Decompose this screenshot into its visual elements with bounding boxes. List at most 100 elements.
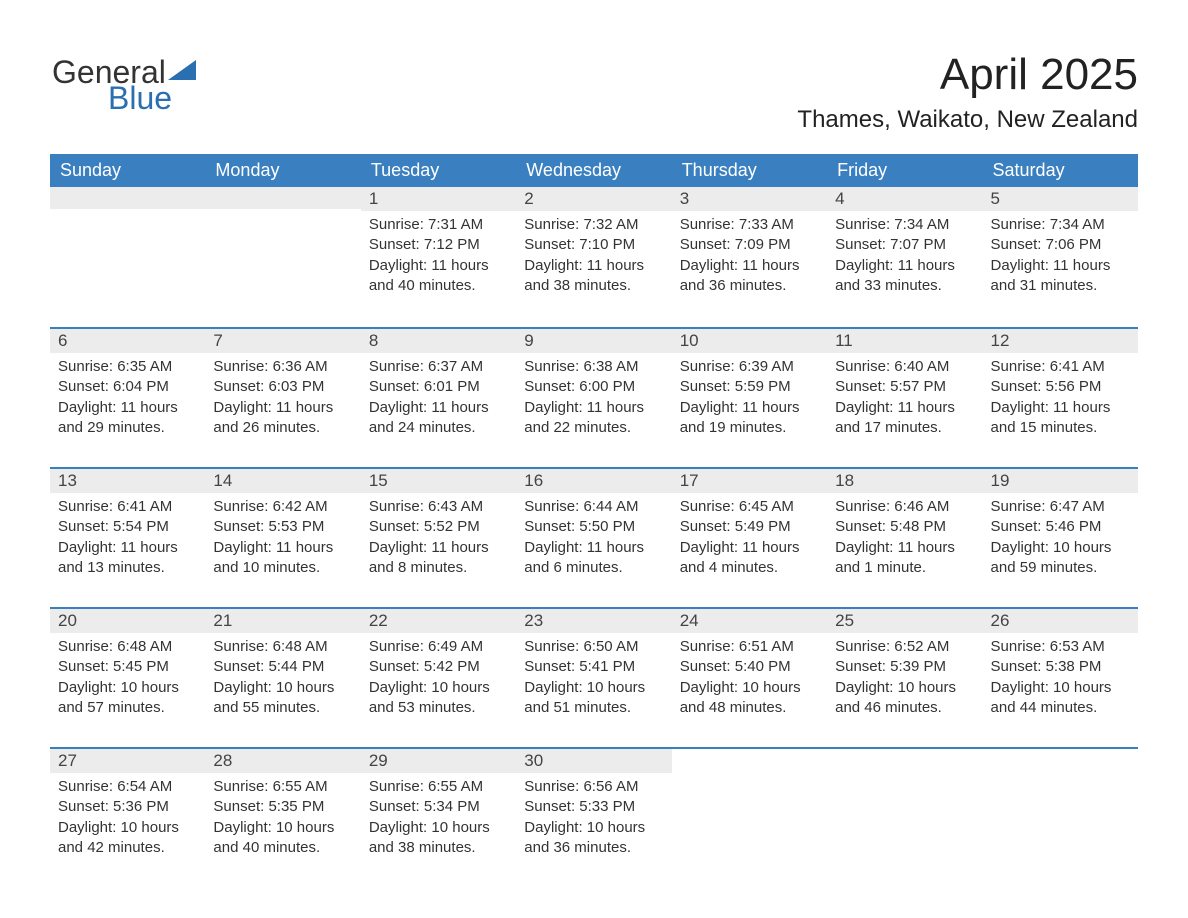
day-detail-line: Sunset: 5:48 PM bbox=[835, 517, 976, 537]
day-detail-line: Sunset: 5:59 PM bbox=[680, 377, 821, 397]
day-number: 28 bbox=[205, 749, 360, 773]
day-detail-line: Sunrise: 7:34 AM bbox=[991, 215, 1132, 235]
day-detail-line: Sunset: 7:09 PM bbox=[680, 235, 821, 255]
day-number: 12 bbox=[983, 329, 1138, 353]
day-details: Sunrise: 6:43 AMSunset: 5:52 PMDaylight:… bbox=[361, 493, 516, 588]
day-details: Sunrise: 6:46 AMSunset: 5:48 PMDaylight:… bbox=[827, 493, 982, 588]
day-details bbox=[672, 771, 827, 785]
day-details: Sunrise: 6:48 AMSunset: 5:44 PMDaylight:… bbox=[205, 633, 360, 728]
day-detail-line: Sunrise: 6:42 AM bbox=[213, 497, 354, 517]
day-cell bbox=[983, 749, 1138, 887]
day-cell: 11Sunrise: 6:40 AMSunset: 5:57 PMDayligh… bbox=[827, 329, 982, 467]
calendar-grid: SundayMondayTuesdayWednesdayThursdayFrid… bbox=[50, 154, 1138, 887]
calendar-page: General Blue April 2025 Thames, Waikato,… bbox=[0, 0, 1188, 887]
day-detail-line: Sunrise: 6:51 AM bbox=[680, 637, 821, 657]
day-detail-line: Sunset: 5:36 PM bbox=[58, 797, 199, 817]
day-cell: 15Sunrise: 6:43 AMSunset: 5:52 PMDayligh… bbox=[361, 469, 516, 607]
logo-triangle-icon bbox=[168, 60, 196, 84]
day-cell: 6Sunrise: 6:35 AMSunset: 6:04 PMDaylight… bbox=[50, 329, 205, 467]
day-detail-line: Daylight: 11 hours and 1 minute. bbox=[835, 538, 976, 579]
month-title: April 2025 bbox=[50, 50, 1138, 100]
day-detail-line: Daylight: 11 hours and 31 minutes. bbox=[991, 256, 1132, 297]
day-number: 22 bbox=[361, 609, 516, 633]
day-details: Sunrise: 6:45 AMSunset: 5:49 PMDaylight:… bbox=[672, 493, 827, 588]
day-detail-line: Daylight: 10 hours and 51 minutes. bbox=[524, 678, 665, 719]
day-detail-line: Sunrise: 6:46 AM bbox=[835, 497, 976, 517]
day-detail-line: Sunset: 7:10 PM bbox=[524, 235, 665, 255]
day-cell: 21Sunrise: 6:48 AMSunset: 5:44 PMDayligh… bbox=[205, 609, 360, 747]
day-cell: 16Sunrise: 6:44 AMSunset: 5:50 PMDayligh… bbox=[516, 469, 671, 607]
day-detail-line: Sunset: 5:44 PM bbox=[213, 657, 354, 677]
day-details: Sunrise: 6:48 AMSunset: 5:45 PMDaylight:… bbox=[50, 633, 205, 728]
week-row: 27Sunrise: 6:54 AMSunset: 5:36 PMDayligh… bbox=[50, 747, 1138, 887]
day-detail-line: Sunset: 5:49 PM bbox=[680, 517, 821, 537]
weekday-header: Saturday bbox=[983, 154, 1138, 187]
day-detail-line: Sunrise: 6:50 AM bbox=[524, 637, 665, 657]
day-detail-line: Sunset: 5:39 PM bbox=[835, 657, 976, 677]
day-detail-line: Sunrise: 6:39 AM bbox=[680, 357, 821, 377]
day-details: Sunrise: 6:39 AMSunset: 5:59 PMDaylight:… bbox=[672, 353, 827, 448]
day-details: Sunrise: 6:38 AMSunset: 6:00 PMDaylight:… bbox=[516, 353, 671, 448]
day-number bbox=[672, 749, 827, 771]
day-detail-line: Sunset: 5:56 PM bbox=[991, 377, 1132, 397]
day-detail-line: Sunrise: 6:44 AM bbox=[524, 497, 665, 517]
day-detail-line: Sunset: 5:45 PM bbox=[58, 657, 199, 677]
day-number: 13 bbox=[50, 469, 205, 493]
day-detail-line: Daylight: 11 hours and 33 minutes. bbox=[835, 256, 976, 297]
day-detail-line: Sunrise: 6:41 AM bbox=[991, 357, 1132, 377]
day-number: 9 bbox=[516, 329, 671, 353]
day-number: 2 bbox=[516, 187, 671, 211]
day-detail-line: Daylight: 10 hours and 38 minutes. bbox=[369, 818, 510, 859]
day-details: Sunrise: 6:49 AMSunset: 5:42 PMDaylight:… bbox=[361, 633, 516, 728]
day-number: 24 bbox=[672, 609, 827, 633]
day-detail-line: Sunrise: 6:37 AM bbox=[369, 357, 510, 377]
day-detail-line: Sunset: 5:35 PM bbox=[213, 797, 354, 817]
day-detail-line: Sunset: 7:06 PM bbox=[991, 235, 1132, 255]
weekday-header-row: SundayMondayTuesdayWednesdayThursdayFrid… bbox=[50, 154, 1138, 187]
day-cell: 10Sunrise: 6:39 AMSunset: 5:59 PMDayligh… bbox=[672, 329, 827, 467]
day-detail-line: Sunset: 6:00 PM bbox=[524, 377, 665, 397]
day-cell bbox=[827, 749, 982, 887]
week-row: 6Sunrise: 6:35 AMSunset: 6:04 PMDaylight… bbox=[50, 327, 1138, 467]
day-number: 11 bbox=[827, 329, 982, 353]
day-number: 3 bbox=[672, 187, 827, 211]
day-detail-line: Daylight: 11 hours and 13 minutes. bbox=[58, 538, 199, 579]
day-detail-line: Sunrise: 6:40 AM bbox=[835, 357, 976, 377]
day-detail-line: Daylight: 10 hours and 46 minutes. bbox=[835, 678, 976, 719]
weekday-header: Sunday bbox=[50, 154, 205, 187]
day-cell: 2Sunrise: 7:32 AMSunset: 7:10 PMDaylight… bbox=[516, 187, 671, 327]
day-detail-line: Sunrise: 6:43 AM bbox=[369, 497, 510, 517]
day-detail-line: Sunrise: 6:48 AM bbox=[213, 637, 354, 657]
day-cell: 23Sunrise: 6:50 AMSunset: 5:41 PMDayligh… bbox=[516, 609, 671, 747]
day-number bbox=[983, 749, 1138, 771]
day-detail-line: Sunset: 5:50 PM bbox=[524, 517, 665, 537]
day-detail-line: Daylight: 10 hours and 57 minutes. bbox=[58, 678, 199, 719]
day-detail-line: Daylight: 10 hours and 36 minutes. bbox=[524, 818, 665, 859]
day-details: Sunrise: 6:37 AMSunset: 6:01 PMDaylight:… bbox=[361, 353, 516, 448]
day-number: 7 bbox=[205, 329, 360, 353]
day-cell: 25Sunrise: 6:52 AMSunset: 5:39 PMDayligh… bbox=[827, 609, 982, 747]
day-cell: 17Sunrise: 6:45 AMSunset: 5:49 PMDayligh… bbox=[672, 469, 827, 607]
day-detail-line: Sunrise: 7:34 AM bbox=[835, 215, 976, 235]
day-number: 10 bbox=[672, 329, 827, 353]
day-detail-line: Sunrise: 6:55 AM bbox=[213, 777, 354, 797]
day-detail-line: Sunrise: 6:35 AM bbox=[58, 357, 199, 377]
day-detail-line: Daylight: 10 hours and 42 minutes. bbox=[58, 818, 199, 859]
day-number: 19 bbox=[983, 469, 1138, 493]
day-details bbox=[50, 209, 205, 223]
day-detail-line: Sunset: 6:03 PM bbox=[213, 377, 354, 397]
day-details: Sunrise: 6:35 AMSunset: 6:04 PMDaylight:… bbox=[50, 353, 205, 448]
day-number: 21 bbox=[205, 609, 360, 633]
day-detail-line: Daylight: 10 hours and 59 minutes. bbox=[991, 538, 1132, 579]
day-details: Sunrise: 6:36 AMSunset: 6:03 PMDaylight:… bbox=[205, 353, 360, 448]
day-details: Sunrise: 7:33 AMSunset: 7:09 PMDaylight:… bbox=[672, 211, 827, 306]
day-detail-line: Daylight: 11 hours and 17 minutes. bbox=[835, 398, 976, 439]
day-detail-line: Daylight: 10 hours and 55 minutes. bbox=[213, 678, 354, 719]
day-detail-line: Daylight: 10 hours and 53 minutes. bbox=[369, 678, 510, 719]
day-detail-line: Sunset: 5:42 PM bbox=[369, 657, 510, 677]
week-row: 1Sunrise: 7:31 AMSunset: 7:12 PMDaylight… bbox=[50, 187, 1138, 327]
day-details: Sunrise: 7:31 AMSunset: 7:12 PMDaylight:… bbox=[361, 211, 516, 306]
day-detail-line: Sunrise: 6:54 AM bbox=[58, 777, 199, 797]
day-details: Sunrise: 6:41 AMSunset: 5:54 PMDaylight:… bbox=[50, 493, 205, 588]
day-number bbox=[205, 187, 360, 209]
